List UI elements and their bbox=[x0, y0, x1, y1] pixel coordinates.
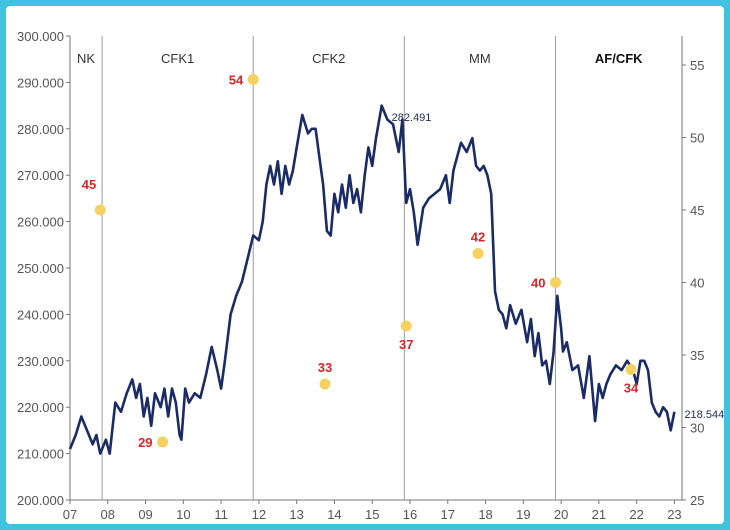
y-right-tick-label: 25 bbox=[690, 493, 704, 508]
y-left-tick-label: 210.000 bbox=[17, 447, 64, 462]
value-point-label: 33 bbox=[318, 360, 332, 375]
value-point-label: 45 bbox=[82, 177, 96, 192]
chart-frame: 200.000 210.000 220.000 230.000 240.000 250.0… bbox=[6, 6, 724, 524]
value-point-label: 40 bbox=[531, 276, 545, 291]
y-left-tick-label: 280.000 bbox=[17, 122, 64, 137]
x-tick-label: 23 bbox=[667, 507, 681, 522]
x-tick-label: 07 bbox=[63, 507, 77, 522]
y-left-tick-label: 240.000 bbox=[17, 307, 64, 322]
period-label: CFK2 bbox=[312, 51, 345, 66]
y-left-tick-label: 220.000 bbox=[17, 400, 64, 415]
x-tick-label: 11 bbox=[214, 507, 228, 522]
x-tick-label: 17 bbox=[441, 507, 455, 522]
x-tick-label: 20 bbox=[554, 507, 568, 522]
x-tick-label: 12 bbox=[252, 507, 266, 522]
x-tick-label: 21 bbox=[592, 507, 606, 522]
x-tick-label: 22 bbox=[629, 507, 643, 522]
value-annotation: 218.544 bbox=[684, 409, 724, 421]
y-left-tick-label: 230.000 bbox=[17, 354, 64, 369]
y-left-tick-label: 260.000 bbox=[17, 215, 64, 230]
value-point bbox=[472, 248, 484, 259]
y-left-tick-label: 290.000 bbox=[17, 75, 64, 90]
value-point-label: 42 bbox=[471, 230, 485, 245]
value-point bbox=[549, 277, 561, 288]
value-point-label: 54 bbox=[229, 73, 244, 88]
x-tick-label: 10 bbox=[176, 507, 190, 522]
value-point bbox=[400, 320, 412, 332]
y-left-tick-label: 250.000 bbox=[17, 261, 64, 276]
y-left-tick-label: 200.000 bbox=[17, 493, 64, 508]
y-right-tick-label: 55 bbox=[690, 58, 704, 73]
series-line bbox=[68, 104, 676, 455]
x-tick-label: 16 bbox=[403, 507, 417, 522]
value-point-label: 29 bbox=[138, 435, 152, 450]
x-tick-label: 18 bbox=[478, 507, 492, 522]
x-tick-label: 13 bbox=[289, 507, 303, 522]
value-point bbox=[247, 74, 259, 85]
value-point-label: 37 bbox=[399, 337, 413, 352]
value-annotation: 282.491 bbox=[392, 112, 432, 124]
value-point bbox=[319, 378, 331, 390]
y-right-tick-label: 40 bbox=[690, 276, 704, 291]
period-label: CFK1 bbox=[161, 51, 194, 66]
value-point bbox=[94, 204, 106, 216]
x-tick-label: 15 bbox=[365, 507, 379, 522]
period-label: MM bbox=[469, 51, 491, 66]
line-chart: 200.000 210.000 220.000 230.000 240.000 250.0… bbox=[17, 29, 724, 522]
y-left-tick-label: 300.000 bbox=[17, 29, 64, 44]
period-label: NK bbox=[77, 51, 95, 66]
x-tick-label: 08 bbox=[101, 507, 115, 522]
y-right-tick-label: 30 bbox=[690, 421, 704, 436]
y-right-tick-label: 45 bbox=[690, 203, 704, 218]
value-point bbox=[625, 364, 637, 375]
y-right-tick-label: 50 bbox=[690, 131, 704, 146]
y-right-tick-label: 35 bbox=[690, 348, 704, 363]
x-tick-label: 09 bbox=[138, 507, 152, 522]
x-tick-label: 19 bbox=[516, 507, 530, 522]
x-tick-label: 14 bbox=[327, 507, 341, 522]
y-left-tick-label: 270.000 bbox=[17, 168, 64, 183]
period-label: AF/CFK bbox=[595, 51, 643, 66]
value-point bbox=[157, 436, 169, 448]
value-point-label: 34 bbox=[624, 381, 639, 396]
